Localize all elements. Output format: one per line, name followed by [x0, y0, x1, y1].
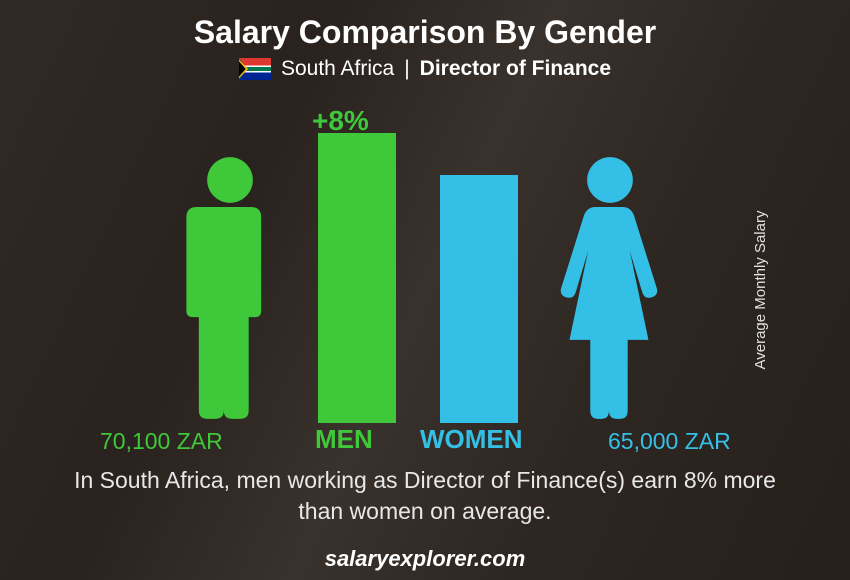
south-africa-flag-icon	[239, 58, 271, 80]
country-label: South Africa	[281, 57, 394, 81]
site-credit: salaryexplorer.com	[0, 546, 850, 572]
separator: |	[404, 57, 409, 81]
men-label: MEN	[315, 424, 373, 455]
caption-text: In South Africa, men working as Director…	[50, 465, 800, 527]
women-salary-value: 65,000 ZAR	[608, 428, 731, 455]
men-bar	[318, 133, 396, 423]
women-label: WOMEN	[420, 424, 523, 455]
y-axis-label: Average Monthly Salary	[752, 211, 769, 370]
woman-figure-icon	[555, 153, 665, 423]
comparison-chart: +8% 70,100 ZAR MEN WOMEN 65,000 ZAR	[0, 105, 850, 455]
man-figure-icon	[175, 153, 285, 423]
page-title: Salary Comparison By Gender	[0, 0, 850, 51]
women-bar	[440, 175, 518, 423]
men-salary-value: 70,100 ZAR	[100, 428, 223, 455]
role-label: Director of Finance	[420, 57, 611, 81]
subtitle-row: South Africa | Director of Finance	[0, 57, 850, 81]
